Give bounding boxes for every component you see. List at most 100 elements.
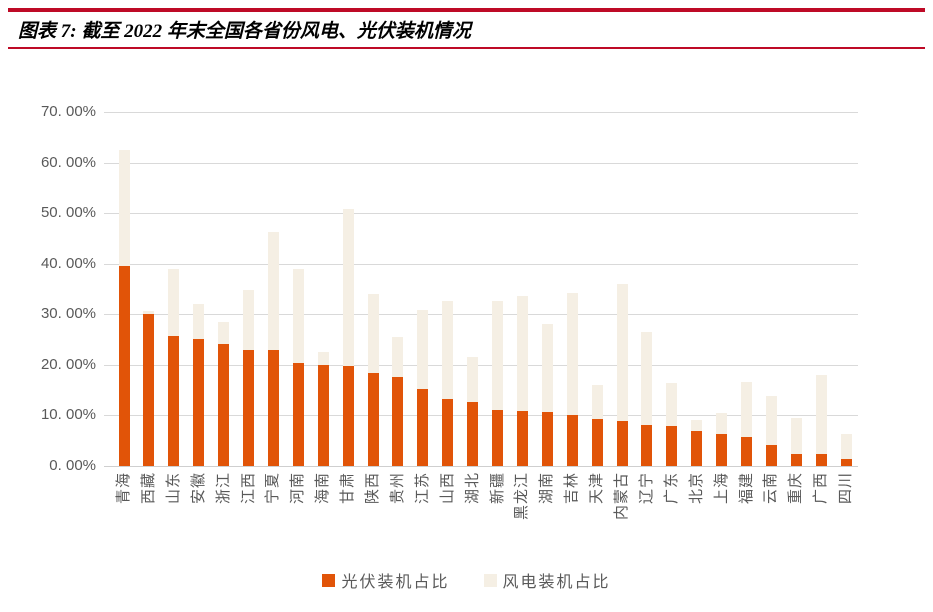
bar-pv-8 [317, 365, 329, 466]
x-axis-tick-label: 甘肃 [339, 472, 357, 505]
title-rule-bottom [8, 47, 925, 49]
bar-pv-12 [417, 388, 429, 466]
bar-pv-5 [243, 349, 254, 466]
pv-series-swatch [322, 573, 336, 587]
x-axis-tick-label: 上海 [712, 472, 730, 505]
bar-pv-29 [840, 459, 852, 466]
x-axis-tick-label: 北京 [687, 472, 705, 505]
bar-pv-22 [666, 426, 678, 466]
x-axis-tick-label: 江苏 [413, 472, 431, 505]
bar-pv-2 [168, 335, 180, 466]
bar-pv-7 [292, 362, 304, 466]
x-axis-tick-label: 湖北 [463, 472, 481, 505]
bar-pv-15 [492, 409, 503, 466]
x-axis-tick-label: 内蒙古 [613, 472, 630, 521]
x-axis-tick-label: 湖南 [538, 472, 556, 505]
bar-wind-16 [516, 295, 528, 466]
y-axis-tick-label: 20. 00% [40, 355, 96, 373]
bar-pv-13 [442, 398, 454, 466]
bar-pv-0 [118, 265, 130, 466]
bar-pv-11 [392, 376, 404, 466]
title-rule-top [8, 8, 925, 12]
bar-wind-25 [741, 381, 752, 466]
bar-pv-21 [641, 424, 653, 466]
legend-item-wind: 风电装机占比 [483, 568, 611, 592]
bar-wind-20 [616, 284, 628, 466]
bar-pv-6 [267, 350, 279, 466]
x-axis-tick-label: 西藏 [139, 472, 157, 505]
bar-wind-27 [790, 417, 802, 466]
bar-wind-21 [641, 331, 653, 466]
x-axis-tick-label: 河南 [289, 472, 307, 505]
x-axis-tick-label: 黑龙江 [513, 472, 531, 521]
bar-wind-22 [666, 383, 678, 466]
bar-pv-1 [143, 314, 155, 466]
x-axis-tick-label: 贵州 [388, 472, 406, 505]
bar-wind-29 [840, 433, 852, 466]
bar-pv-4 [218, 344, 230, 466]
bar-pv-24 [716, 434, 728, 466]
x-axis-tick-label: 山西 [438, 472, 456, 505]
x-axis-tick-label: 广西 [812, 472, 830, 505]
gridline [104, 314, 858, 316]
bar-wind-26 [765, 395, 777, 466]
bar-pv-9 [342, 366, 354, 466]
x-axis-tick-label: 重庆 [787, 472, 805, 505]
wind-series-label: 风电装机占比 [502, 574, 611, 591]
x-axis-tick-label: 陕西 [364, 472, 381, 505]
x-axis-tick-label: 吉林 [563, 472, 581, 505]
bar-pv-27 [790, 453, 802, 466]
x-axis-tick-label: 天津 [588, 472, 606, 505]
x-axis-tick-label: 辽宁 [637, 472, 655, 505]
bar-pv-17 [541, 411, 553, 466]
x-axis-tick-label: 广东 [662, 472, 680, 505]
x-axis-tick-label: 新疆 [488, 472, 506, 505]
y-axis-tick-label: 10. 00% [40, 406, 96, 424]
gridline [104, 213, 858, 215]
gridline [104, 263, 858, 265]
bar-pv-18 [566, 415, 578, 466]
x-axis-tick-label: 云南 [762, 472, 780, 505]
bar-wind-28 [815, 375, 827, 466]
y-axis-tick-label: 50. 00% [40, 204, 96, 222]
pv-series-label: 光伏装机占比 [341, 574, 450, 591]
y-axis-tick-label: 70. 00% [40, 103, 96, 120]
x-axis-tick-label: 宁夏 [264, 472, 282, 505]
bar-pv-26 [765, 445, 777, 466]
y-axis-tick-label: 60. 00% [40, 153, 96, 171]
bar-wind-17 [541, 323, 553, 466]
bar-wind-12 [417, 310, 429, 466]
bar-pv-10 [367, 373, 379, 466]
bar-wind-13 [442, 300, 454, 466]
bar-pv-23 [691, 430, 703, 466]
x-axis-tick-label: 山东 [164, 472, 182, 505]
y-axis-tick-label: 30. 00% [40, 305, 96, 323]
chart-legend: 光伏装机占比 风电装机占比 [0, 568, 933, 592]
gridline [104, 162, 858, 164]
wind-series-swatch [483, 573, 497, 587]
bar-pv-19 [591, 419, 603, 466]
bar-pv-20 [616, 421, 628, 466]
bar-wind-6 [267, 231, 279, 466]
bar-wind-18 [566, 292, 578, 466]
x-axis-tick-label: 江西 [239, 472, 257, 505]
bar-pv-16 [516, 411, 528, 466]
bar-pv-3 [193, 338, 205, 466]
bar-pv-28 [815, 454, 827, 466]
bar-pv-25 [741, 437, 752, 466]
y-axis-tick-label: 0. 00% [49, 457, 96, 474]
gridline [104, 112, 858, 113]
x-axis-line [104, 466, 858, 467]
x-axis-tick-label: 福建 [737, 472, 755, 505]
bar-wind-9 [342, 208, 354, 466]
x-axis-tick-label: 四川 [837, 472, 855, 505]
bar-pv-14 [467, 402, 479, 466]
bar-wind-15 [492, 300, 503, 466]
x-axis-tick-label: 海南 [314, 472, 332, 505]
y-axis-tick-label: 40. 00% [40, 254, 96, 272]
x-axis-tick-label: 安徽 [189, 472, 207, 505]
gridline [104, 415, 858, 417]
